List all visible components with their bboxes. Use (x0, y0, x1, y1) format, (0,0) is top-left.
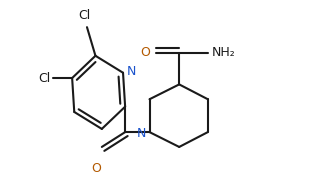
Text: Cl: Cl (79, 9, 91, 22)
Text: N: N (137, 127, 146, 140)
Text: Cl: Cl (39, 72, 51, 85)
Text: N: N (127, 65, 136, 78)
Text: O: O (141, 46, 151, 59)
Text: O: O (92, 162, 101, 175)
Text: NH₂: NH₂ (212, 46, 236, 59)
